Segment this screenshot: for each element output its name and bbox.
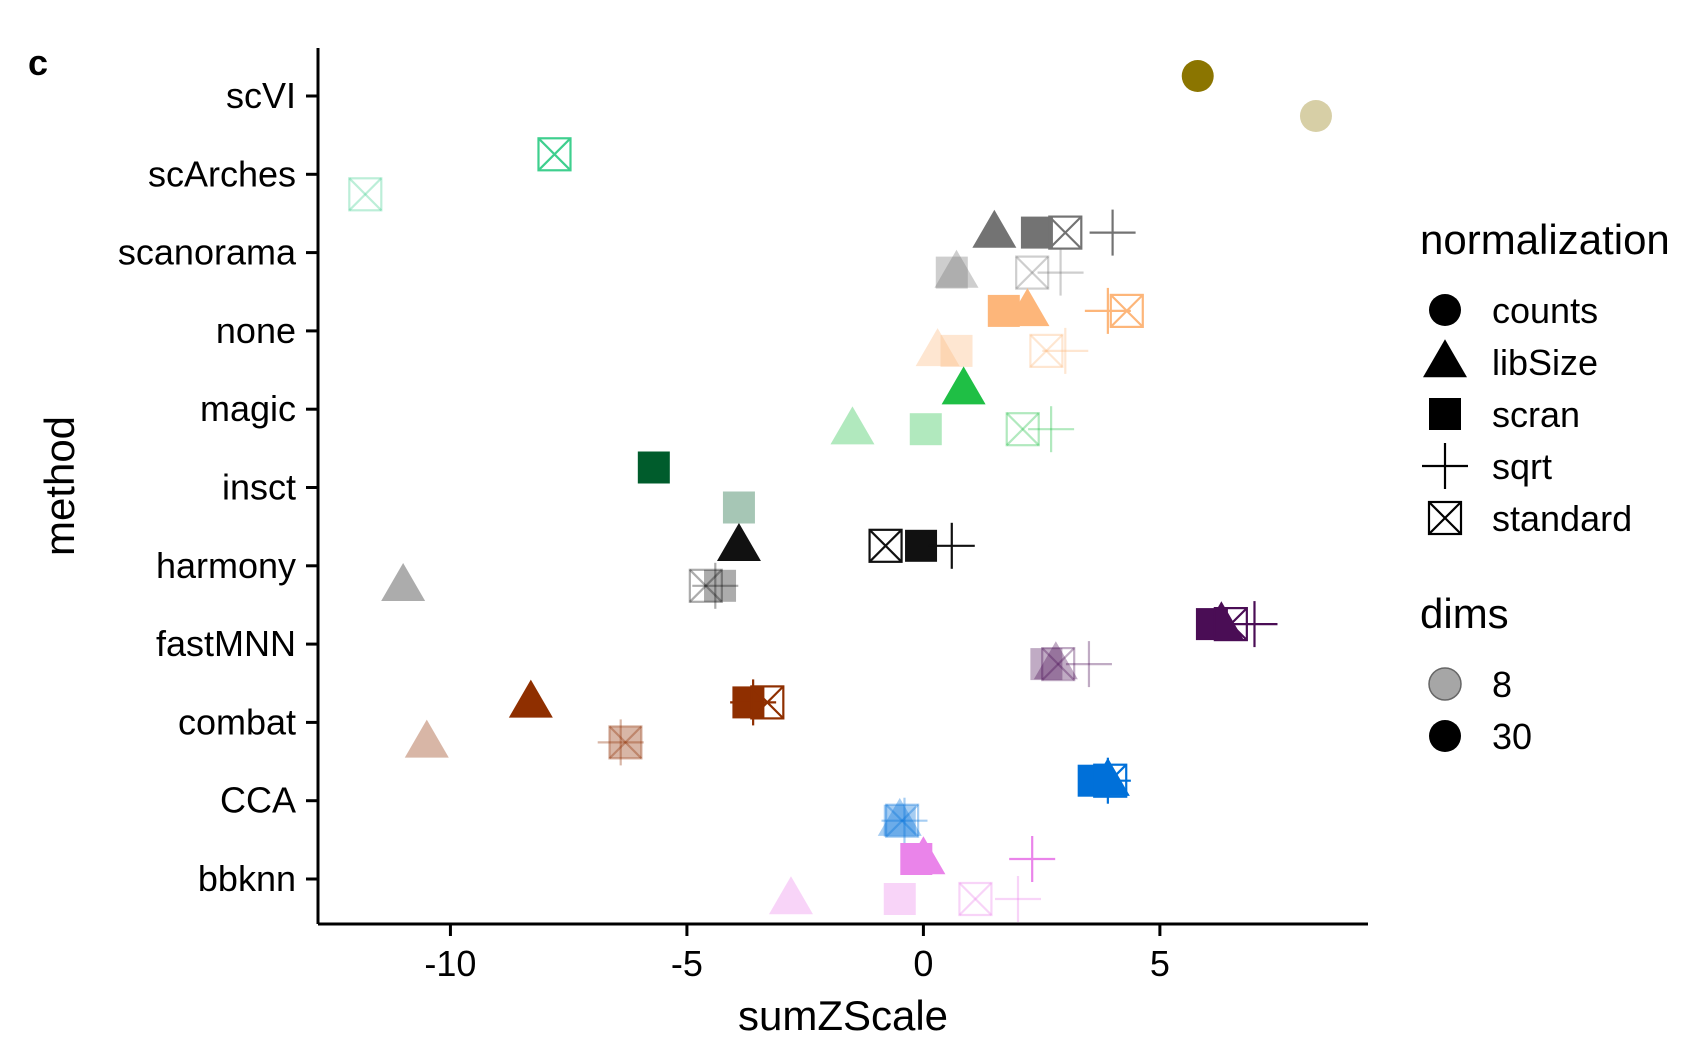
y-tick-label: bbknn	[198, 858, 296, 899]
point-cca-libsize-8	[877, 797, 922, 836]
point-bbknn-sqrt-8	[995, 876, 1041, 922]
point-combat-scran-8	[609, 726, 642, 759]
point-harmony-sqrt-8	[692, 562, 739, 609]
legend-key-libsize	[1423, 339, 1467, 378]
point-cca-sqrt-8	[881, 797, 928, 844]
legend-label-scran: scran	[1492, 394, 1580, 435]
point-scanorama-libsize-30	[972, 209, 1017, 248]
point-scanorama-scran-8	[935, 256, 968, 289]
y-axis: scVI scArches scanorama none magic insct harmo…	[118, 48, 320, 924]
x-axis-title: sumZScale	[738, 992, 948, 1039]
point-bbknn-scran-8	[883, 883, 916, 915]
point-cca-scran-8	[883, 804, 916, 837]
point-insct-scran-8	[722, 491, 755, 524]
point-insct-scran-30	[637, 451, 670, 484]
y-tick-label: combat	[178, 701, 296, 742]
x-tick-label: -10	[424, 943, 476, 984]
point-bbknn-standard-8	[958, 881, 993, 917]
point-bbknn-sqrt-30	[1009, 836, 1056, 882]
point-magic-libsize-8	[830, 406, 875, 445]
point-fastmnn-sqrt-8	[1065, 641, 1112, 688]
legend-key-scran	[1429, 398, 1461, 430]
point-combat-libsize-8	[404, 719, 449, 758]
point-scarches-standard-8	[348, 177, 383, 212]
point-none-standard-8	[1029, 333, 1064, 368]
plot-area	[348, 60, 1332, 922]
point-magic-standard-8	[1005, 412, 1040, 447]
y-axis-title: method	[36, 416, 83, 556]
legend-key-counts	[1429, 294, 1461, 326]
point-none-standard-30	[1109, 293, 1144, 328]
point-combat-sqrt-8	[597, 719, 644, 766]
point-scanorama-standard-8	[1015, 255, 1050, 290]
point-magic-sqrt-8	[1028, 406, 1075, 453]
point-fastmnn-standard-8	[1041, 646, 1076, 682]
point-none-libsize-8	[915, 328, 960, 367]
point-bbknn-libsize-8	[768, 876, 813, 915]
point-fastmnn-scran-8	[1030, 648, 1063, 681]
point-cca-standard-8	[885, 803, 920, 838]
point-magic-scran-8	[909, 413, 942, 446]
point-none-libsize-30	[1005, 288, 1050, 327]
legend: normalization counts libSize scran sqrt stand…	[1420, 216, 1670, 757]
point-harmony-standard-8	[688, 568, 723, 603]
legend-title-normalization: normalization	[1420, 216, 1670, 263]
y-tick-label: none	[216, 310, 296, 351]
point-harmony-libsize-30	[716, 523, 761, 561]
point-scanorama-sqrt-8	[1037, 249, 1084, 296]
y-tick-label: scVI	[226, 75, 296, 116]
legend-label-sqrt: sqrt	[1492, 446, 1552, 487]
legend-label-libsize: libSize	[1492, 342, 1598, 383]
point-scanorama-sqrt-30	[1089, 209, 1136, 256]
point-scanorama-standard-30	[1048, 215, 1083, 250]
point-harmony-libsize-8	[381, 563, 426, 601]
legend-key-dims-30	[1429, 720, 1461, 752]
point-scvi-counts-8	[1299, 100, 1332, 132]
legend-label-dims-30: 30	[1492, 716, 1532, 757]
x-axis: -10 -5 0 5	[318, 922, 1368, 984]
point-scarches-standard-30	[537, 137, 572, 172]
point-magic-libsize-30	[941, 366, 986, 405]
legend-key-dims-8	[1428, 667, 1462, 701]
point-fastmnn-libsize-8	[1033, 641, 1078, 680]
legend-label-dims-8: 8	[1492, 664, 1512, 705]
legend-label-counts: counts	[1492, 290, 1598, 331]
point-combat-libsize-30	[508, 679, 553, 718]
x-tick-label: -5	[671, 943, 703, 984]
legend-title-dims: dims	[1420, 590, 1509, 637]
y-tick-label: scanorama	[118, 232, 297, 273]
point-scanorama-libsize-8	[934, 249, 979, 288]
point-scvi-counts-30	[1181, 60, 1214, 92]
point-harmony-standard-30	[868, 528, 903, 563]
point-cca-sqrt-30	[1084, 757, 1131, 804]
point-combat-standard-8	[608, 725, 643, 760]
y-tick-label: magic	[200, 388, 296, 429]
y-tick-label: CCA	[220, 780, 296, 821]
point-fastmnn-libsize-30	[1199, 601, 1244, 640]
legend-key-standard	[1427, 500, 1463, 536]
legend-label-standard: standard	[1492, 498, 1632, 539]
x-tick-label: 5	[1150, 943, 1170, 984]
y-tick-label: insct	[222, 467, 296, 508]
point-harmony-scran-8	[704, 569, 737, 602]
point-none-sqrt-8	[1042, 327, 1089, 374]
point-scanorama-scran-30	[1020, 216, 1053, 249]
point-combat-standard-30	[750, 685, 785, 720]
y-tick-label: scArches	[148, 153, 296, 194]
legend-key-sqrt	[1422, 443, 1468, 489]
y-tick-label: fastMNN	[156, 623, 296, 664]
x-tick-label: 0	[913, 943, 933, 984]
point-none-scran-8	[940, 334, 973, 367]
point-none-sqrt-30	[1084, 287, 1131, 334]
y-tick-label: harmony	[156, 545, 296, 586]
point-harmony-sqrt-30	[928, 522, 975, 569]
point-fastmnn-sqrt-30	[1231, 601, 1278, 648]
point-bbknn-libsize-30	[901, 836, 946, 875]
panel-label: c	[28, 42, 48, 83]
